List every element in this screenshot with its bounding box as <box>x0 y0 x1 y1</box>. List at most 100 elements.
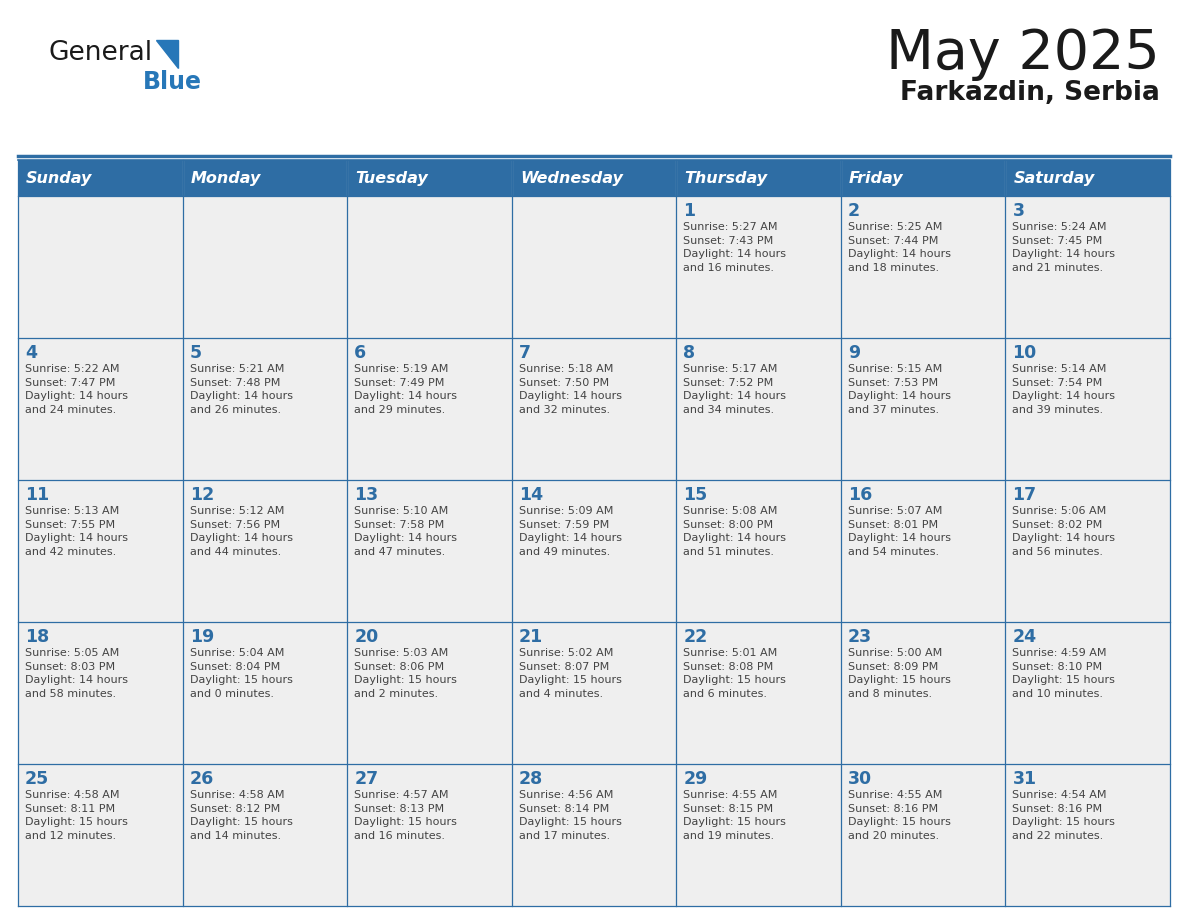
Text: 14: 14 <box>519 486 543 504</box>
Text: May 2025: May 2025 <box>886 27 1159 81</box>
Text: 13: 13 <box>354 486 378 504</box>
Text: Sunrise: 5:19 AM
Sunset: 7:49 PM
Daylight: 14 hours
and 29 minutes.: Sunrise: 5:19 AM Sunset: 7:49 PM Dayligh… <box>354 364 457 415</box>
Text: Sunrise: 4:56 AM
Sunset: 8:14 PM
Daylight: 15 hours
and 17 minutes.: Sunrise: 4:56 AM Sunset: 8:14 PM Dayligh… <box>519 790 621 841</box>
Text: Sunrise: 5:02 AM
Sunset: 8:07 PM
Daylight: 15 hours
and 4 minutes.: Sunrise: 5:02 AM Sunset: 8:07 PM Dayligh… <box>519 648 621 699</box>
Bar <box>347 764 512 906</box>
Text: Sunrise: 4:54 AM
Sunset: 8:16 PM
Daylight: 15 hours
and 22 minutes.: Sunrise: 4:54 AM Sunset: 8:16 PM Dayligh… <box>1012 790 1116 841</box>
Text: 21: 21 <box>519 628 543 646</box>
Text: 9: 9 <box>848 344 860 362</box>
Text: Sunrise: 5:14 AM
Sunset: 7:54 PM
Daylight: 14 hours
and 39 minutes.: Sunrise: 5:14 AM Sunset: 7:54 PM Dayligh… <box>1012 364 1116 415</box>
Text: 19: 19 <box>190 628 214 646</box>
Text: Sunrise: 4:58 AM
Sunset: 8:11 PM
Daylight: 15 hours
and 12 minutes.: Sunrise: 4:58 AM Sunset: 8:11 PM Dayligh… <box>25 790 128 841</box>
Bar <box>1005 622 1170 764</box>
Text: 11: 11 <box>25 486 49 504</box>
Bar <box>676 160 841 196</box>
Text: Wednesday: Wednesday <box>520 171 623 185</box>
Text: 20: 20 <box>354 628 379 646</box>
Text: Sunrise: 5:04 AM
Sunset: 8:04 PM
Daylight: 15 hours
and 0 minutes.: Sunrise: 5:04 AM Sunset: 8:04 PM Dayligh… <box>190 648 292 699</box>
Text: Blue: Blue <box>143 70 202 94</box>
Text: Sunrise: 5:00 AM
Sunset: 8:09 PM
Daylight: 15 hours
and 8 minutes.: Sunrise: 5:00 AM Sunset: 8:09 PM Dayligh… <box>848 648 950 699</box>
Bar <box>841 338 1005 480</box>
Text: Sunrise: 4:55 AM
Sunset: 8:15 PM
Daylight: 15 hours
and 19 minutes.: Sunrise: 4:55 AM Sunset: 8:15 PM Dayligh… <box>683 790 786 841</box>
Text: Sunrise: 5:07 AM
Sunset: 8:01 PM
Daylight: 14 hours
and 54 minutes.: Sunrise: 5:07 AM Sunset: 8:01 PM Dayligh… <box>848 506 950 557</box>
Text: Sunrise: 5:25 AM
Sunset: 7:44 PM
Daylight: 14 hours
and 18 minutes.: Sunrise: 5:25 AM Sunset: 7:44 PM Dayligh… <box>848 222 950 273</box>
Polygon shape <box>156 40 178 68</box>
Text: Sunrise: 4:58 AM
Sunset: 8:12 PM
Daylight: 15 hours
and 14 minutes.: Sunrise: 4:58 AM Sunset: 8:12 PM Dayligh… <box>190 790 292 841</box>
Text: Sunday: Sunday <box>26 171 93 185</box>
Text: Sunrise: 5:06 AM
Sunset: 8:02 PM
Daylight: 14 hours
and 56 minutes.: Sunrise: 5:06 AM Sunset: 8:02 PM Dayligh… <box>1012 506 1116 557</box>
Text: Sunrise: 5:10 AM
Sunset: 7:58 PM
Daylight: 14 hours
and 47 minutes.: Sunrise: 5:10 AM Sunset: 7:58 PM Dayligh… <box>354 506 457 557</box>
Bar <box>347 160 512 196</box>
Text: 17: 17 <box>1012 486 1037 504</box>
Bar <box>841 160 1005 196</box>
Bar <box>1005 160 1170 196</box>
Bar <box>347 622 512 764</box>
Bar <box>841 622 1005 764</box>
Text: 24: 24 <box>1012 628 1037 646</box>
Bar <box>676 622 841 764</box>
Bar <box>1005 196 1170 338</box>
Text: Sunrise: 4:59 AM
Sunset: 8:10 PM
Daylight: 15 hours
and 10 minutes.: Sunrise: 4:59 AM Sunset: 8:10 PM Dayligh… <box>1012 648 1116 699</box>
Text: Sunrise: 5:08 AM
Sunset: 8:00 PM
Daylight: 14 hours
and 51 minutes.: Sunrise: 5:08 AM Sunset: 8:00 PM Dayligh… <box>683 506 786 557</box>
Bar <box>18 160 183 196</box>
Text: Sunrise: 5:13 AM
Sunset: 7:55 PM
Daylight: 14 hours
and 42 minutes.: Sunrise: 5:13 AM Sunset: 7:55 PM Dayligh… <box>25 506 128 557</box>
Text: 18: 18 <box>25 628 49 646</box>
Bar <box>512 480 676 622</box>
Text: 22: 22 <box>683 628 708 646</box>
Text: Sunrise: 5:03 AM
Sunset: 8:06 PM
Daylight: 15 hours
and 2 minutes.: Sunrise: 5:03 AM Sunset: 8:06 PM Dayligh… <box>354 648 457 699</box>
Text: Sunrise: 5:24 AM
Sunset: 7:45 PM
Daylight: 14 hours
and 21 minutes.: Sunrise: 5:24 AM Sunset: 7:45 PM Dayligh… <box>1012 222 1116 273</box>
Bar <box>347 338 512 480</box>
Text: General: General <box>48 40 152 66</box>
Text: 1: 1 <box>683 202 695 220</box>
Text: 7: 7 <box>519 344 531 362</box>
Bar <box>347 480 512 622</box>
Text: 29: 29 <box>683 770 708 788</box>
Bar <box>1005 480 1170 622</box>
Text: 6: 6 <box>354 344 366 362</box>
Text: 31: 31 <box>1012 770 1037 788</box>
Text: 30: 30 <box>848 770 872 788</box>
Bar <box>18 338 183 480</box>
Text: Sunrise: 5:27 AM
Sunset: 7:43 PM
Daylight: 14 hours
and 16 minutes.: Sunrise: 5:27 AM Sunset: 7:43 PM Dayligh… <box>683 222 786 273</box>
Bar <box>347 196 512 338</box>
Bar <box>841 764 1005 906</box>
Text: Tuesday: Tuesday <box>355 171 428 185</box>
Bar <box>183 764 347 906</box>
Bar <box>18 764 183 906</box>
Text: 3: 3 <box>1012 202 1024 220</box>
Text: Sunrise: 5:22 AM
Sunset: 7:47 PM
Daylight: 14 hours
and 24 minutes.: Sunrise: 5:22 AM Sunset: 7:47 PM Dayligh… <box>25 364 128 415</box>
Bar <box>183 160 347 196</box>
Bar <box>676 338 841 480</box>
Bar <box>1005 338 1170 480</box>
Text: Friday: Friday <box>849 171 904 185</box>
Bar <box>18 622 183 764</box>
Text: 27: 27 <box>354 770 378 788</box>
Text: 8: 8 <box>683 344 695 362</box>
Bar <box>183 196 347 338</box>
Bar <box>18 480 183 622</box>
Text: Farkazdin, Serbia: Farkazdin, Serbia <box>901 80 1159 106</box>
Bar <box>841 480 1005 622</box>
Text: 16: 16 <box>848 486 872 504</box>
Bar <box>512 622 676 764</box>
Text: 26: 26 <box>190 770 214 788</box>
Text: Sunrise: 5:17 AM
Sunset: 7:52 PM
Daylight: 14 hours
and 34 minutes.: Sunrise: 5:17 AM Sunset: 7:52 PM Dayligh… <box>683 364 786 415</box>
Bar <box>676 480 841 622</box>
Text: 12: 12 <box>190 486 214 504</box>
Text: Sunrise: 5:21 AM
Sunset: 7:48 PM
Daylight: 14 hours
and 26 minutes.: Sunrise: 5:21 AM Sunset: 7:48 PM Dayligh… <box>190 364 292 415</box>
Text: Sunrise: 4:57 AM
Sunset: 8:13 PM
Daylight: 15 hours
and 16 minutes.: Sunrise: 4:57 AM Sunset: 8:13 PM Dayligh… <box>354 790 457 841</box>
Text: Sunrise: 5:09 AM
Sunset: 7:59 PM
Daylight: 14 hours
and 49 minutes.: Sunrise: 5:09 AM Sunset: 7:59 PM Dayligh… <box>519 506 621 557</box>
Text: 4: 4 <box>25 344 37 362</box>
Text: Saturday: Saturday <box>1013 171 1095 185</box>
Text: Sunrise: 5:12 AM
Sunset: 7:56 PM
Daylight: 14 hours
and 44 minutes.: Sunrise: 5:12 AM Sunset: 7:56 PM Dayligh… <box>190 506 292 557</box>
Text: 15: 15 <box>683 486 708 504</box>
Text: Sunrise: 5:05 AM
Sunset: 8:03 PM
Daylight: 14 hours
and 58 minutes.: Sunrise: 5:05 AM Sunset: 8:03 PM Dayligh… <box>25 648 128 699</box>
Text: Sunrise: 4:55 AM
Sunset: 8:16 PM
Daylight: 15 hours
and 20 minutes.: Sunrise: 4:55 AM Sunset: 8:16 PM Dayligh… <box>848 790 950 841</box>
Bar <box>512 160 676 196</box>
Text: 5: 5 <box>190 344 202 362</box>
Bar <box>841 196 1005 338</box>
Text: 10: 10 <box>1012 344 1037 362</box>
Text: 25: 25 <box>25 770 49 788</box>
Bar <box>676 764 841 906</box>
Bar <box>183 480 347 622</box>
